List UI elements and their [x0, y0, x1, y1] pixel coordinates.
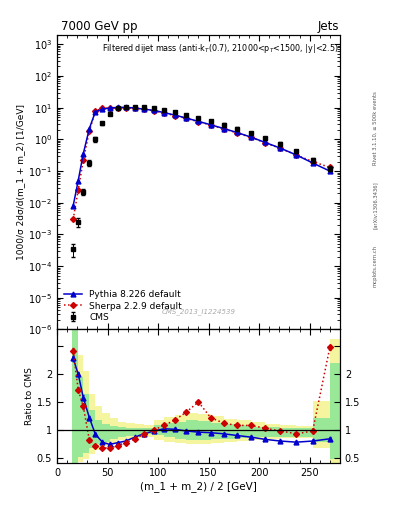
- Pythia 8.226 default: [132, 105, 137, 111]
- Pythia 8.226 default: [141, 106, 146, 112]
- Sherpa 2.2.9 default: [93, 108, 98, 114]
- Sherpa 2.2.9 default: [81, 157, 86, 163]
- Sherpa 2.2.9 default: [132, 105, 137, 112]
- X-axis label: (m_1 + m_2) / 2 [GeV]: (m_1 + m_2) / 2 [GeV]: [140, 481, 257, 492]
- Sherpa 2.2.9 default: [162, 110, 167, 116]
- Sherpa 2.2.9 default: [249, 134, 253, 140]
- Sherpa 2.2.9 default: [184, 115, 189, 121]
- Sherpa 2.2.9 default: [221, 126, 226, 132]
- Pythia 8.226 default: [87, 125, 92, 132]
- Pythia 8.226 default: [235, 130, 239, 136]
- Text: Rivet 3.1.10, ≥ 500k events: Rivet 3.1.10, ≥ 500k events: [373, 91, 378, 165]
- Sherpa 2.2.9 default: [107, 105, 112, 111]
- Text: mcplots.cern.ch: mcplots.cern.ch: [373, 245, 378, 287]
- Pythia 8.226 default: [327, 168, 332, 174]
- Text: Filtered dijet mass (anti-k$_T$(0.7), 21000<p$_T$<1500, |y|<2.5): Filtered dijet mass (anti-k$_T$(0.7), 21…: [102, 42, 339, 55]
- Sherpa 2.2.9 default: [71, 216, 75, 222]
- Text: 7000 GeV pp: 7000 GeV pp: [61, 20, 138, 33]
- Sherpa 2.2.9 default: [310, 158, 315, 164]
- Pythia 8.226 default: [208, 122, 213, 128]
- Pythia 8.226 default: [76, 178, 81, 184]
- Pythia 8.226 default: [93, 109, 98, 115]
- Pythia 8.226 default: [115, 104, 120, 111]
- Sherpa 2.2.9 default: [76, 187, 81, 193]
- Pythia 8.226 default: [100, 106, 105, 112]
- Sherpa 2.2.9 default: [141, 106, 146, 113]
- Sherpa 2.2.9 default: [196, 119, 201, 125]
- Line: Sherpa 2.2.9 default: Sherpa 2.2.9 default: [71, 105, 332, 221]
- Sherpa 2.2.9 default: [263, 140, 268, 146]
- Sherpa 2.2.9 default: [123, 104, 128, 111]
- Sherpa 2.2.9 default: [235, 130, 239, 136]
- Pythia 8.226 default: [107, 105, 112, 111]
- Pythia 8.226 default: [278, 145, 283, 151]
- Pythia 8.226 default: [221, 125, 226, 132]
- Sherpa 2.2.9 default: [87, 128, 92, 134]
- Pythia 8.226 default: [81, 151, 86, 157]
- Sherpa 2.2.9 default: [100, 105, 105, 112]
- Text: CMS_2013_I1224539: CMS_2013_I1224539: [162, 308, 235, 315]
- Sherpa 2.2.9 default: [278, 145, 283, 152]
- Sherpa 2.2.9 default: [208, 122, 213, 128]
- Sherpa 2.2.9 default: [173, 113, 178, 119]
- Pythia 8.226 default: [310, 160, 315, 166]
- Pythia 8.226 default: [162, 110, 167, 116]
- Sherpa 2.2.9 default: [152, 108, 156, 114]
- Text: Jets: Jets: [317, 20, 339, 33]
- Pythia 8.226 default: [173, 112, 178, 118]
- Line: Pythia 8.226 default: Pythia 8.226 default: [71, 105, 332, 208]
- Text: [arXiv:1306.3436]: [arXiv:1306.3436]: [373, 181, 378, 229]
- Y-axis label: 1000/σ 2dσ/d(m_1 + m_2) [1/GeV]: 1000/σ 2dσ/d(m_1 + m_2) [1/GeV]: [16, 104, 25, 260]
- Sherpa 2.2.9 default: [115, 105, 120, 111]
- Y-axis label: Ratio to CMS: Ratio to CMS: [25, 368, 34, 425]
- Pythia 8.226 default: [71, 203, 75, 209]
- Pythia 8.226 default: [152, 108, 156, 114]
- Pythia 8.226 default: [249, 134, 253, 140]
- Pythia 8.226 default: [294, 152, 299, 158]
- Pythia 8.226 default: [184, 115, 189, 121]
- Pythia 8.226 default: [123, 104, 128, 111]
- Sherpa 2.2.9 default: [294, 152, 299, 158]
- Legend: Pythia 8.226 default, Sherpa 2.2.9 default, CMS: Pythia 8.226 default, Sherpa 2.2.9 defau…: [61, 287, 185, 325]
- Pythia 8.226 default: [196, 118, 201, 124]
- Sherpa 2.2.9 default: [327, 164, 332, 170]
- Pythia 8.226 default: [263, 139, 268, 145]
